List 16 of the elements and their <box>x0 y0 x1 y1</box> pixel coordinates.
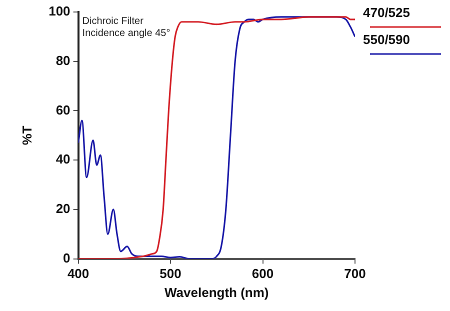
series-label: 550/590 <box>363 32 410 48</box>
x-axis-title: Wavelength (nm) <box>164 284 269 300</box>
y-tick-label: 40 <box>56 152 70 167</box>
annotation: Incidence angle 45° <box>82 28 170 39</box>
y-axis-title: %T <box>19 126 34 146</box>
y-tick-label: 100 <box>48 4 70 19</box>
x-tick-label: 500 <box>160 266 182 282</box>
annotation: Dichroic Filter <box>82 16 144 27</box>
y-tick-label: 80 <box>56 52 70 68</box>
y-tick-label: 0 <box>63 250 70 266</box>
x-tick-label: 700 <box>344 266 366 282</box>
x-tick-label: 400 <box>67 266 90 282</box>
series-label: 470/525 <box>363 5 410 20</box>
y-tick-label: 20 <box>56 201 70 216</box>
y-tick-label: 60 <box>56 102 70 118</box>
x-tick-label: 600 <box>252 266 274 282</box>
